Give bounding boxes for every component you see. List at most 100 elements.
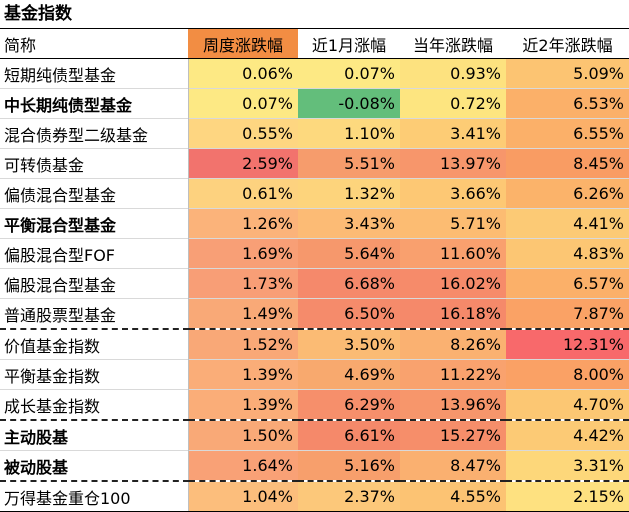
cell-fund-name: 混合债券型二级基金 <box>0 118 189 149</box>
cell-week-change: 0.61% <box>188 178 298 209</box>
cell-fund-name: 价值基金指数 <box>0 328 189 360</box>
cell-fund-name: 偏债混合型基金 <box>0 178 189 209</box>
table-row: 主动股基 1.50% 6.61% 15.27% 4.42% <box>0 419 629 451</box>
cell-month-change: 5.16% <box>298 450 400 481</box>
cell-month-change: 6.29% <box>298 389 400 420</box>
cell-two-year-change: 8.00% <box>506 359 629 390</box>
cell-ytd-change: 16.02% <box>400 268 506 299</box>
cell-fund-name: 被动股基 <box>0 450 189 481</box>
cell-fund-name: 短期纯债型基金 <box>0 58 189 89</box>
table-row: 价值基金指数 1.52% 3.50% 8.26% 12.31% <box>0 328 629 360</box>
cell-week-change: 1.49% <box>188 298 298 329</box>
cell-week-change: 1.52% <box>188 328 298 360</box>
table-row: 成长基金指数 1.39% 6.29% 13.96% 4.70% <box>0 389 629 420</box>
cell-fund-name: 万得基金重仓100 <box>0 480 189 512</box>
cell-two-year-change: 2.15% <box>506 480 629 512</box>
cell-week-change: 1.04% <box>188 480 298 512</box>
table-row: 混合债券型二级基金 0.55% 1.10% 3.41% 6.55% <box>0 118 629 149</box>
cell-month-change: 2.37% <box>298 480 400 512</box>
cell-month-change: 6.50% <box>298 298 400 329</box>
cell-two-year-change: 8.45% <box>506 148 629 179</box>
cell-month-change: 4.69% <box>298 359 400 390</box>
cell-ytd-change: 11.60% <box>400 238 506 269</box>
table-row: 普通股票型基金 1.49% 6.50% 16.18% 7.87% <box>0 298 629 329</box>
cell-week-change: 1.39% <box>188 359 298 390</box>
cell-month-change: 3.43% <box>298 208 400 239</box>
cell-two-year-change: 7.87% <box>506 298 629 329</box>
cell-month-change: 3.50% <box>298 328 400 360</box>
header-month-change: 近1月涨幅 <box>298 29 400 59</box>
cell-ytd-change: 4.55% <box>400 480 506 512</box>
cell-month-change: 5.51% <box>298 148 400 179</box>
cell-two-year-change: 4.42% <box>506 419 629 451</box>
cell-fund-name: 普通股票型基金 <box>0 298 189 329</box>
cell-week-change: 2.59% <box>188 148 298 179</box>
cell-fund-name: 可转债基金 <box>0 148 189 179</box>
cell-two-year-change: 5.09% <box>506 58 629 89</box>
table-row: 短期纯债型基金 0.06% 0.07% 0.93% 5.09% <box>0 58 629 89</box>
cell-fund-name: 平衡基金指数 <box>0 359 189 390</box>
cell-week-change: 1.50% <box>188 419 298 451</box>
cell-fund-name: 偏股混合型基金 <box>0 268 189 299</box>
header-week-change: 周度涨跌幅 <box>188 29 298 59</box>
header-two-year-change: 近2年涨跌幅 <box>506 29 629 59</box>
cell-fund-name: 主动股基 <box>0 419 189 451</box>
cell-fund-name: 平衡混合型基金 <box>0 208 189 239</box>
table-row: 可转债基金 2.59% 5.51% 13.97% 8.45% <box>0 148 629 179</box>
cell-two-year-change: 6.26% <box>506 178 629 209</box>
cell-fund-name: 成长基金指数 <box>0 389 189 420</box>
cell-week-change: 0.06% <box>188 58 298 89</box>
table-row: 偏股混合型基金 1.73% 6.68% 16.02% 6.57% <box>0 268 629 299</box>
cell-two-year-change: 6.53% <box>506 88 629 119</box>
cell-ytd-change: 3.66% <box>400 178 506 209</box>
table-body: 短期纯债型基金 0.06% 0.07% 0.93% 5.09% 中长期纯债型基金 0.07%… <box>0 58 629 512</box>
cell-month-change: 1.32% <box>298 178 400 209</box>
sheet-title: 基金指数 <box>0 0 629 29</box>
cell-ytd-change: 11.22% <box>400 359 506 390</box>
cell-ytd-change: 13.97% <box>400 148 506 179</box>
cell-ytd-change: 3.41% <box>400 118 506 149</box>
cell-week-change: 1.39% <box>188 389 298 420</box>
table-row: 平衡混合型基金 1.26% 3.43% 5.71% 4.41% <box>0 208 629 239</box>
cell-two-year-change: 6.57% <box>506 268 629 299</box>
cell-week-change: 1.64% <box>188 450 298 481</box>
cell-month-change: 6.61% <box>298 419 400 451</box>
cell-week-change: 0.55% <box>188 118 298 149</box>
table-row: 被动股基 1.64% 5.16% 8.47% 3.31% <box>0 450 629 481</box>
cell-week-change: 1.73% <box>188 268 298 299</box>
cell-ytd-change: 0.93% <box>400 58 506 89</box>
cell-week-change: 0.07% <box>188 88 298 119</box>
cell-month-change: 0.07% <box>298 58 400 89</box>
cell-ytd-change: 8.26% <box>400 328 506 360</box>
cell-ytd-change: 15.27% <box>400 419 506 451</box>
cell-month-change: 5.64% <box>298 238 400 269</box>
cell-fund-name: 偏股混合型FOF <box>0 238 189 269</box>
table-row: 平衡基金指数 1.39% 4.69% 11.22% 8.00% <box>0 359 629 390</box>
cell-month-change: -0.08% <box>298 88 400 119</box>
fund-index-table: 简称 周度涨跌幅 近1月涨幅 当年涨跌幅 近2年涨跌幅 短期纯债型基金 0.06%… <box>0 29 629 512</box>
cell-month-change: 1.10% <box>298 118 400 149</box>
cell-week-change: 1.69% <box>188 238 298 269</box>
cell-ytd-change: 5.71% <box>400 208 506 239</box>
table-row: 万得基金重仓100 1.04% 2.37% 4.55% 2.15% <box>0 480 629 512</box>
header-row: 简称 周度涨跌幅 近1月涨幅 当年涨跌幅 近2年涨跌幅 <box>0 29 629 59</box>
cell-month-change: 6.68% <box>298 268 400 299</box>
cell-ytd-change: 0.72% <box>400 88 506 119</box>
cell-two-year-change: 12.31% <box>506 328 629 360</box>
cell-week-change: 1.26% <box>188 208 298 239</box>
cell-two-year-change: 4.70% <box>506 389 629 420</box>
cell-two-year-change: 4.83% <box>506 238 629 269</box>
cell-two-year-change: 3.31% <box>506 450 629 481</box>
header-ytd-change: 当年涨跌幅 <box>400 29 506 59</box>
cell-fund-name: 中长期纯债型基金 <box>0 88 189 119</box>
cell-ytd-change: 16.18% <box>400 298 506 329</box>
cell-ytd-change: 8.47% <box>400 450 506 481</box>
header-name: 简称 <box>0 29 188 59</box>
cell-ytd-change: 13.96% <box>400 389 506 420</box>
table-row: 偏股混合型FOF 1.69% 5.64% 11.60% 4.83% <box>0 238 629 269</box>
cell-two-year-change: 6.55% <box>506 118 629 149</box>
table-row: 偏债混合型基金 0.61% 1.32% 3.66% 6.26% <box>0 178 629 209</box>
table-row: 中长期纯债型基金 0.07% -0.08% 0.72% 6.53% <box>0 88 629 119</box>
cell-two-year-change: 4.41% <box>506 208 629 239</box>
